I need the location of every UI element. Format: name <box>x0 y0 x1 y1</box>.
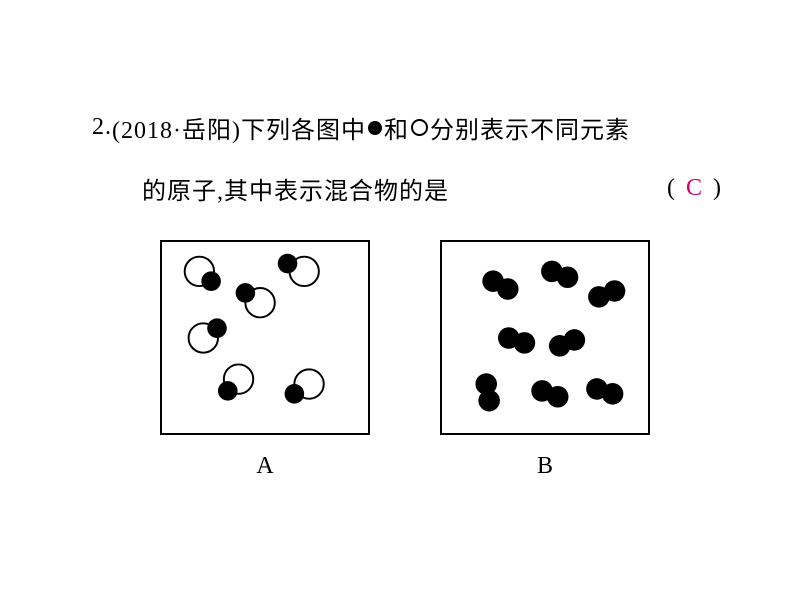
diagram-b-svg <box>442 242 648 433</box>
diagram-a-wrap: A <box>160 240 370 480</box>
open-dot-icon <box>411 119 428 136</box>
text-segment-1: 下列各图中 <box>241 110 366 145</box>
diagram-a-svg <box>162 242 368 433</box>
question-line-2: 的原子,其中表示混合物的是 ( C ) <box>142 171 722 206</box>
text-segment-4: 的原子,其中表示混合物的是 <box>142 171 449 206</box>
diagram-b-box <box>440 240 650 435</box>
paren-open: ( <box>667 175 676 202</box>
diagram-b-label: B <box>537 453 553 480</box>
question-block: 2. (2018·岳阳) 下列各图中 和 分别表示不同元素 的原子,其中表示混合… <box>92 110 722 206</box>
text-segment-2: 和 <box>384 110 409 145</box>
question-number: 2. <box>92 114 112 141</box>
question-source: (2018·岳阳) <box>112 110 241 145</box>
diagrams-row: A B <box>160 240 650 480</box>
text-segment-3: 分别表示不同元素 <box>430 110 630 145</box>
paren-close: ) <box>713 175 722 202</box>
question-line-1: 2. (2018·岳阳) 下列各图中 和 分别表示不同元素 <box>92 110 722 145</box>
answer-parentheses: ( C ) <box>667 175 722 202</box>
diagram-a-label: A <box>256 453 273 480</box>
filled-dot-icon <box>368 121 382 135</box>
diagram-b-wrap: B <box>440 240 650 480</box>
answer-letter: C <box>676 175 713 202</box>
diagram-a-box <box>160 240 370 435</box>
